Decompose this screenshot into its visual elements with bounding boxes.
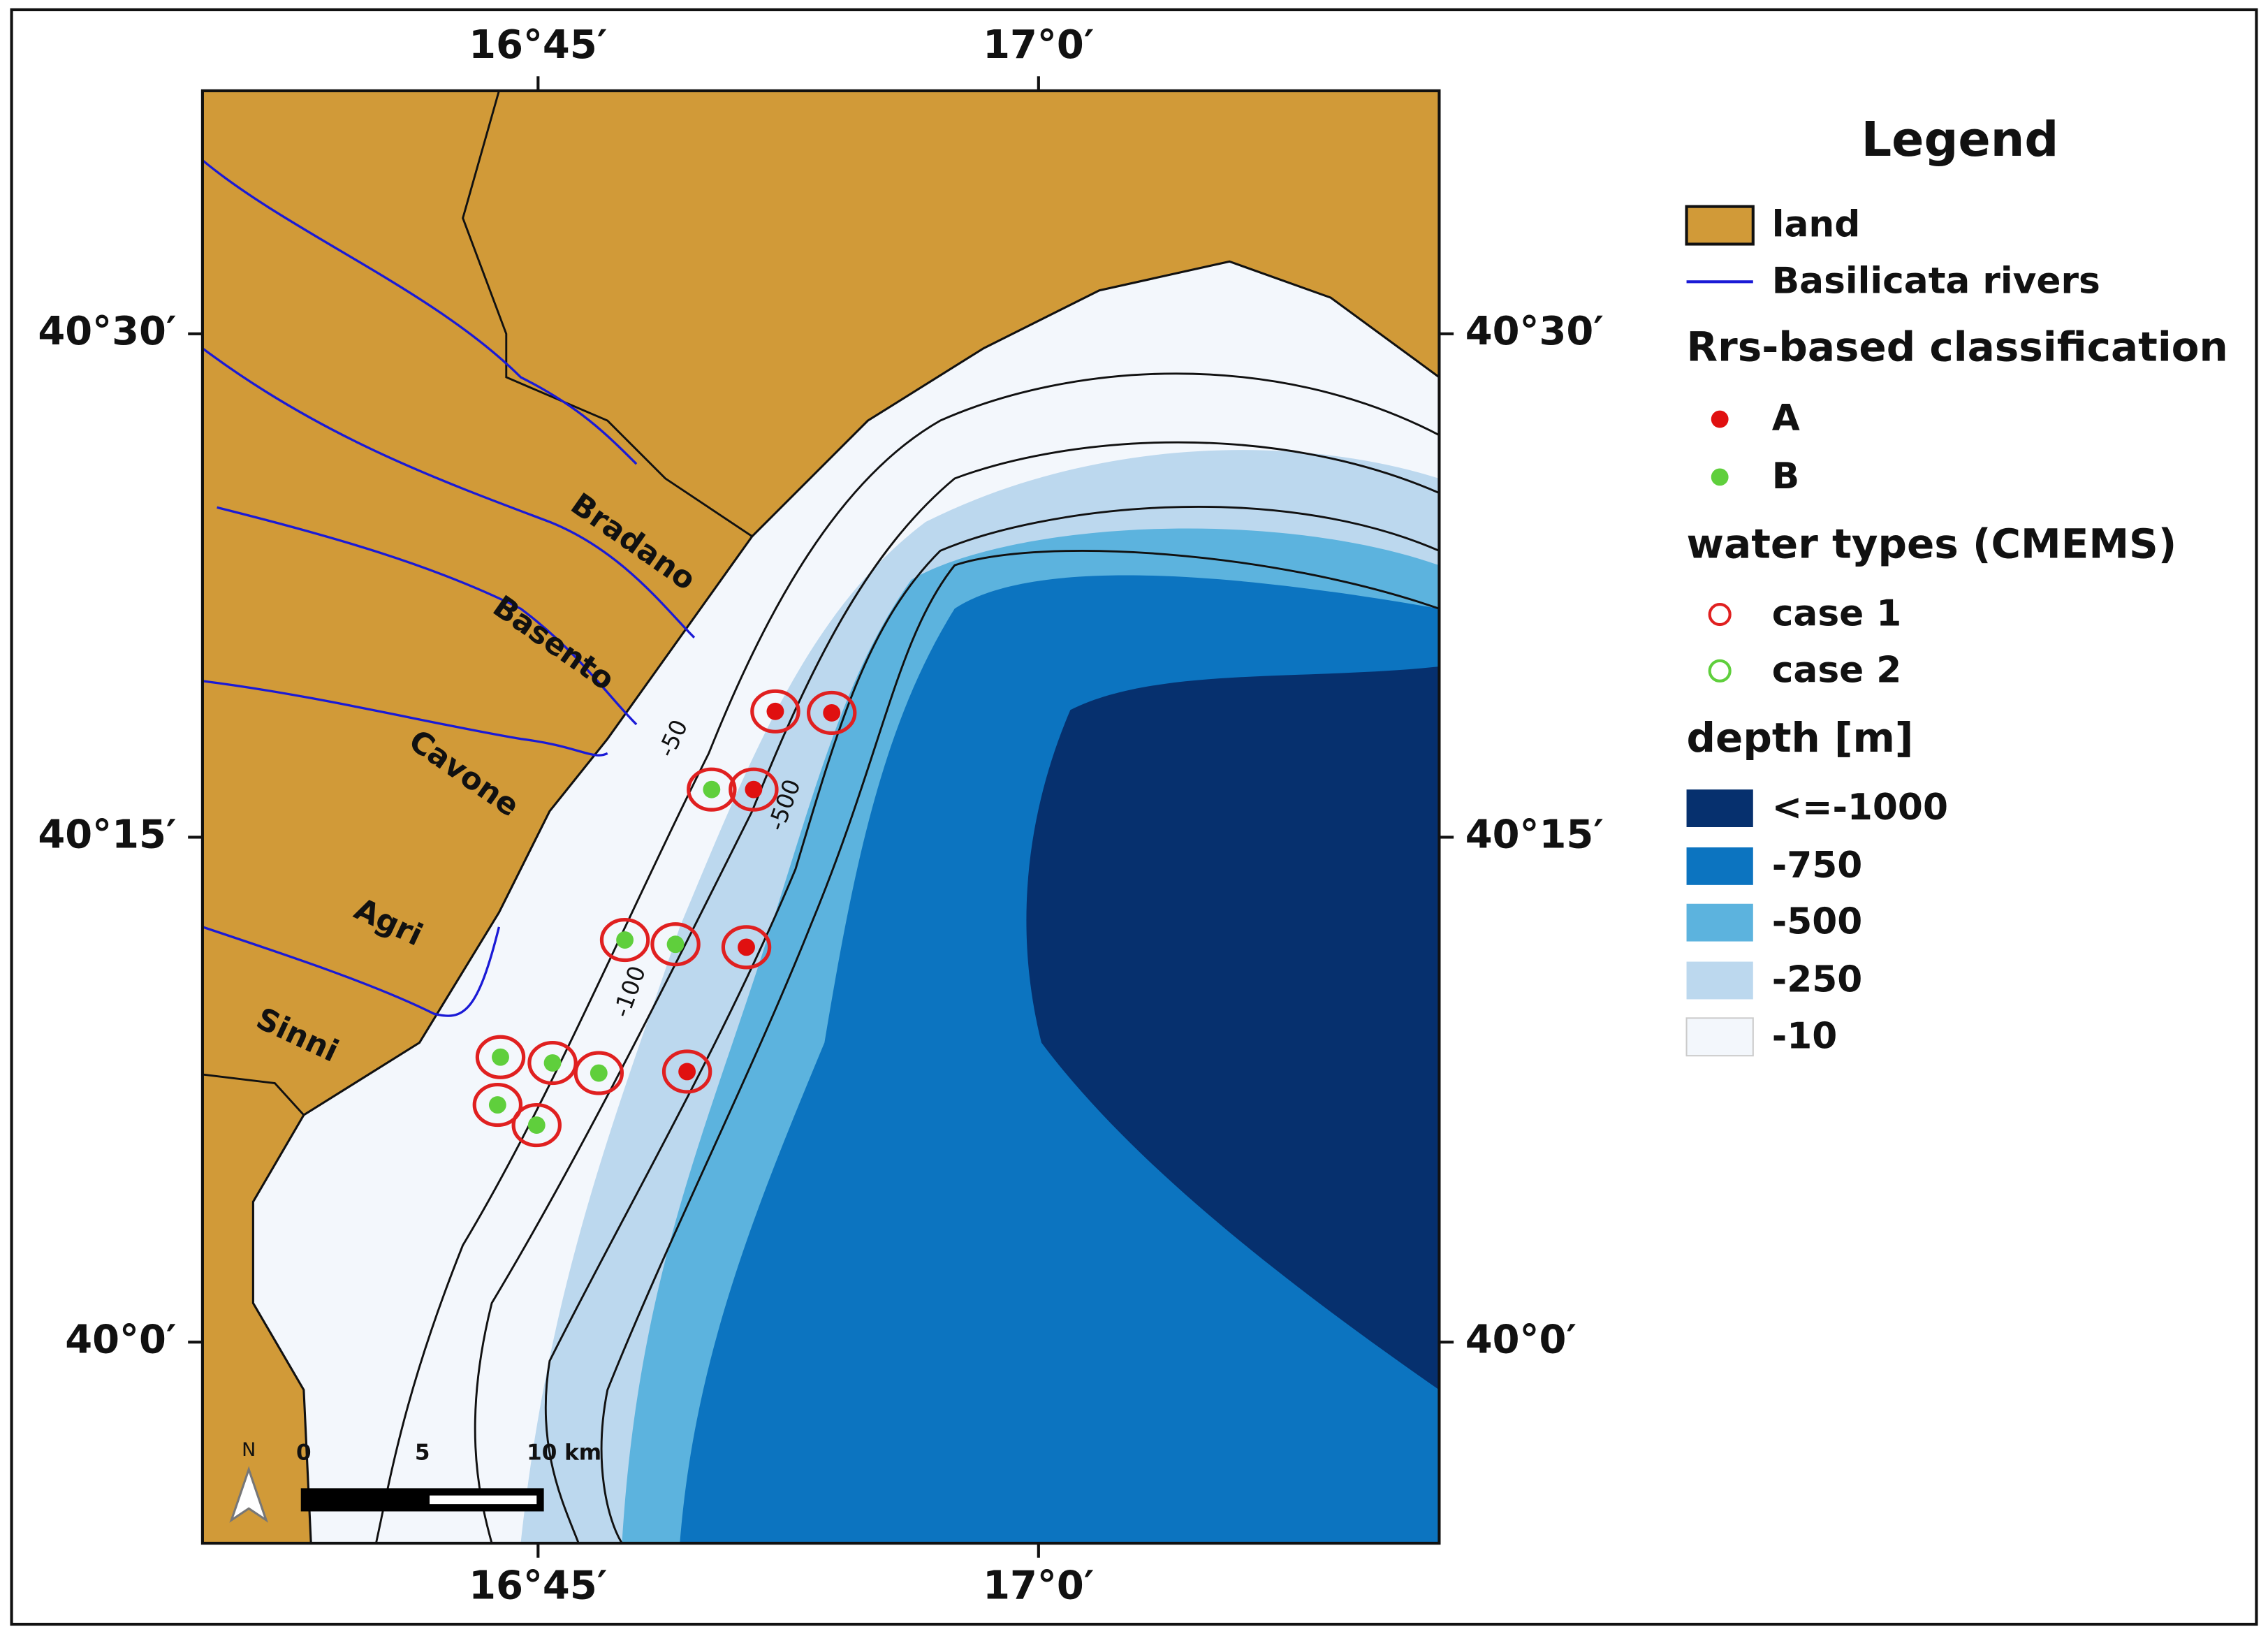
- rivers: [202, 159, 696, 1017]
- legend-title: Legend: [1861, 112, 2059, 168]
- legend-label: -500: [1772, 901, 1863, 943]
- legend-label: B: [1772, 455, 1799, 497]
- lat-label: 40°15′: [1465, 812, 1604, 858]
- map-frame: [200, 89, 1441, 1545]
- boundary: [202, 90, 753, 1116]
- lon-label: 17°0′: [983, 1563, 1094, 1608]
- scale-label: 5: [415, 1440, 430, 1466]
- legend-label: <=-1000: [1772, 787, 1948, 829]
- land: [202, 90, 1440, 1544]
- lat-label: 40°0′: [65, 1317, 176, 1362]
- scale-bar: N 0 5 10 km: [229, 1439, 601, 1523]
- north-label: N: [242, 1439, 256, 1461]
- stations: [472, 689, 857, 1148]
- map: Bradano Basento Cavone Agri Sinni -50 -5…: [202, 90, 1440, 1544]
- legend-label: -10: [1772, 1015, 1838, 1057]
- lat-label: 40°30′: [1465, 309, 1604, 354]
- legend: Legend land Basilicata rivers Rrs-based …: [1685, 112, 2228, 1057]
- lat-label: 40°15′: [38, 812, 176, 858]
- lon-label: 16°45′: [469, 1563, 607, 1608]
- legend-label: case 1: [1772, 593, 1902, 635]
- legend-heading: Rrs-based classification: [1687, 323, 2228, 371]
- legend-heading: water types (CMEMS): [1687, 520, 2177, 567]
- scale-label: 0: [296, 1440, 312, 1466]
- legend-label: case 2: [1772, 649, 1902, 691]
- legend-label: Basilicata rivers: [1772, 260, 2100, 302]
- legend-label: land: [1772, 204, 1861, 246]
- lon-label: 17°0′: [983, 22, 1094, 68]
- lat-label: 40°30′: [38, 309, 176, 354]
- legend-heading: depth [m]: [1687, 714, 1914, 761]
- legend-label: A: [1772, 397, 1800, 439]
- contours: [374, 372, 1440, 1544]
- depth-1000: [1026, 666, 1440, 1390]
- legend-label: -750: [1772, 845, 1863, 887]
- graticule-ticks: [188, 76, 1454, 1558]
- lat-label: 40°0′: [1465, 1317, 1576, 1362]
- scale-label: 10 km: [527, 1440, 601, 1466]
- legend-label: -250: [1772, 959, 1863, 1001]
- lon-label: 16°45′: [469, 22, 607, 68]
